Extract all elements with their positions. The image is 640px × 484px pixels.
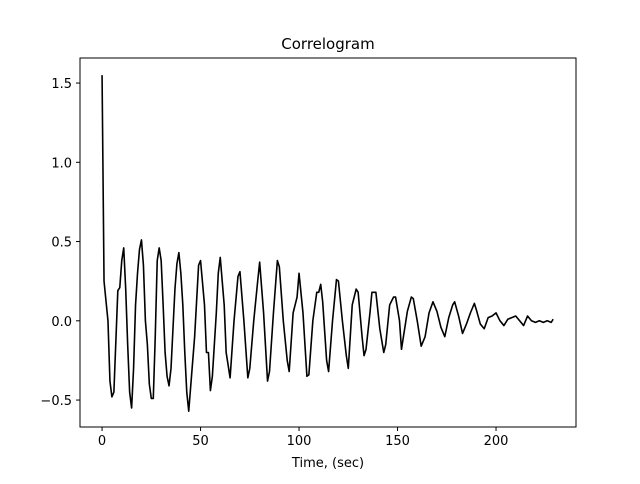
x-tick-label: 0 — [98, 434, 106, 449]
y-tick-label: 1.5 — [51, 77, 72, 92]
plot-frame — [79, 57, 577, 428]
chart-title: Correlogram — [281, 35, 374, 53]
y-tick-label: 0.5 — [51, 236, 72, 251]
x-tick-label: 150 — [385, 434, 410, 449]
y-tick-label: −0.5 — [40, 394, 72, 409]
x-axis-label: Time, (sec) — [291, 456, 364, 471]
x-tick-label: 100 — [287, 434, 312, 449]
y-tick-label: 1.0 — [51, 156, 72, 171]
x-tick-label: 200 — [484, 434, 509, 449]
y-tick-label: 0.0 — [51, 315, 72, 330]
x-tick-label: 50 — [192, 434, 209, 449]
data-line — [101, 75, 554, 412]
